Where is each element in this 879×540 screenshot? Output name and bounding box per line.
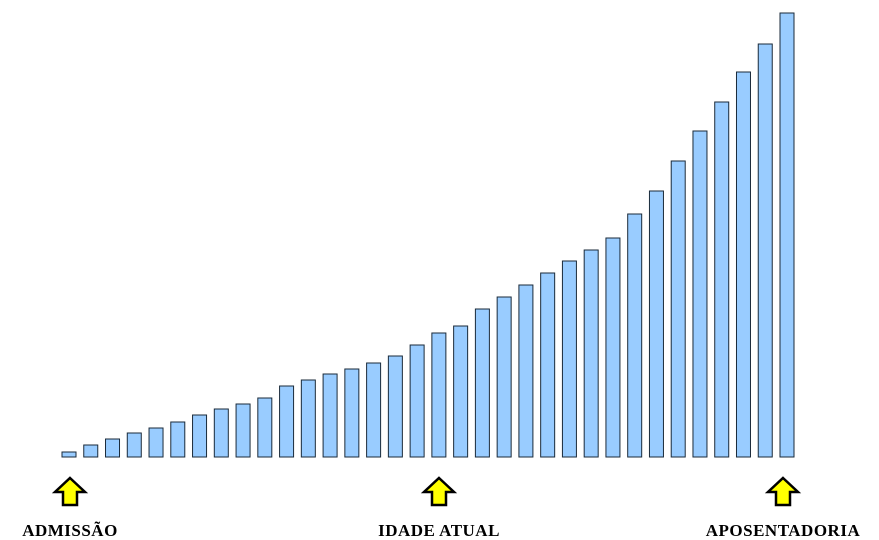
bar	[561, 260, 577, 458]
bar	[648, 190, 664, 458]
bar	[170, 421, 186, 458]
bar	[257, 397, 273, 458]
bar	[105, 438, 121, 458]
bar	[61, 451, 77, 458]
bar	[540, 272, 556, 458]
bar	[583, 249, 599, 458]
bar	[387, 355, 403, 458]
bar	[518, 284, 534, 458]
bar	[213, 408, 229, 458]
annotation-label: IDADE ATUAL	[378, 521, 500, 540]
bar	[453, 325, 469, 458]
bar	[670, 160, 686, 458]
bar	[366, 362, 382, 458]
bar	[735, 71, 751, 458]
annotation-label: APOSENTADORIA	[706, 521, 861, 540]
bar	[126, 432, 142, 458]
bar	[83, 444, 99, 458]
bar	[757, 43, 773, 458]
bar	[409, 344, 425, 458]
up-arrow	[420, 476, 458, 507]
bar	[692, 130, 708, 458]
bar	[148, 427, 164, 458]
bar	[300, 379, 316, 458]
bar	[344, 368, 360, 458]
bar	[496, 296, 512, 458]
bar	[474, 308, 490, 458]
bar	[714, 101, 730, 458]
bar	[279, 385, 295, 458]
up-arrow	[764, 476, 802, 507]
bar	[322, 373, 338, 458]
up-arrow	[51, 476, 89, 507]
bar	[627, 213, 643, 458]
annotation-label: ADMISSÃO	[22, 521, 118, 540]
bar	[192, 414, 208, 458]
bar	[235, 403, 251, 458]
bar	[779, 12, 795, 458]
bar	[605, 237, 621, 458]
bar	[431, 332, 447, 458]
